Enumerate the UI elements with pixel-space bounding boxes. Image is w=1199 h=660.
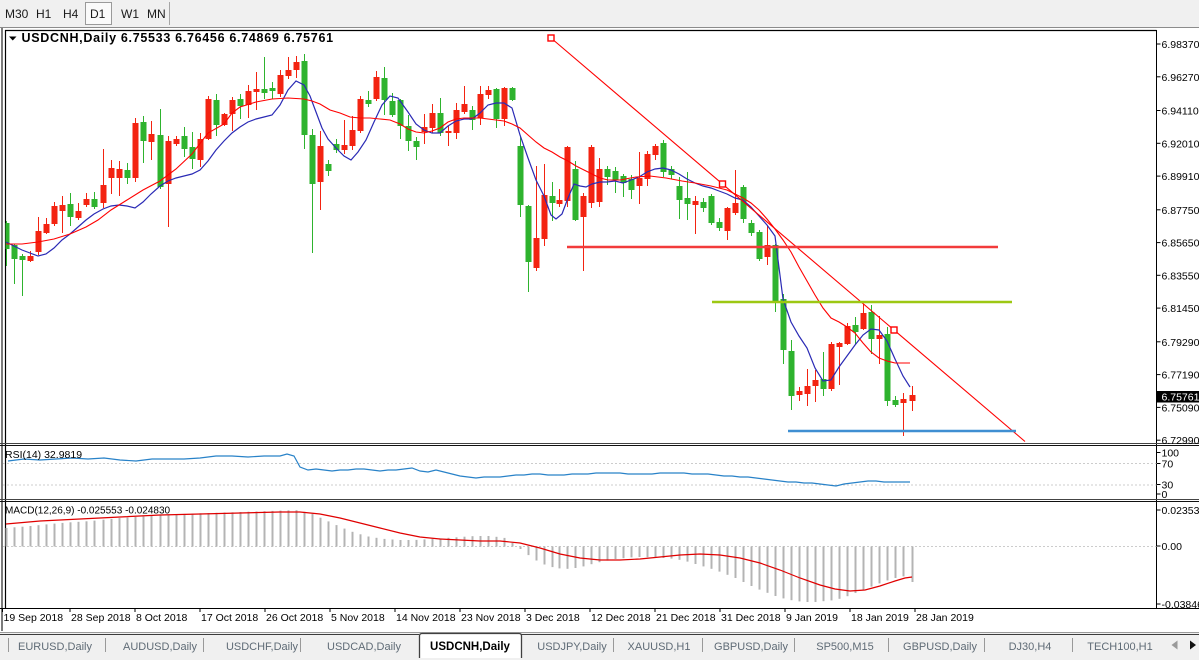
- svg-text:6.87750: 6.87750: [1162, 205, 1199, 217]
- svg-text:6.79290: 6.79290: [1162, 337, 1199, 349]
- svg-text:MACD(12,26,9) -0.025553 -0.024: MACD(12,26,9) -0.025553 -0.024830: [5, 506, 171, 517]
- svg-text:USDCAD,Daily: USDCAD,Daily: [327, 641, 401, 653]
- svg-text:26 Oct 2018: 26 Oct 2018: [266, 612, 323, 624]
- svg-text:6.83550: 6.83550: [1162, 270, 1199, 282]
- svg-text:28 Sep 2018: 28 Sep 2018: [71, 612, 131, 624]
- svg-text:23 Nov 2018: 23 Nov 2018: [461, 612, 521, 624]
- svg-text:USDCHF,Daily: USDCHF,Daily: [226, 641, 299, 653]
- svg-text:USDJPY,Daily: USDJPY,Daily: [537, 641, 607, 653]
- svg-text:21 Dec 2018: 21 Dec 2018: [656, 612, 716, 624]
- svg-text:30: 30: [1162, 480, 1174, 492]
- svg-text:W1: W1: [121, 7, 139, 21]
- svg-text:6.75761: 6.75761: [1162, 392, 1199, 404]
- svg-text:9 Jan 2019: 9 Jan 2019: [786, 612, 838, 624]
- svg-text:6.92010: 6.92010: [1162, 138, 1199, 150]
- svg-text:RSI(14) 32.9819: RSI(14) 32.9819: [5, 449, 82, 461]
- svg-text:28 Jan 2019: 28 Jan 2019: [916, 612, 974, 624]
- svg-text:70: 70: [1162, 459, 1174, 471]
- svg-text:USDCNH,Daily: USDCNH,Daily: [430, 641, 510, 653]
- svg-text:MN: MN: [147, 7, 166, 21]
- svg-text:SP500,M15: SP500,M15: [816, 641, 873, 653]
- svg-text:6.77190: 6.77190: [1162, 370, 1199, 382]
- svg-text:DJ30,H4: DJ30,H4: [1009, 641, 1052, 653]
- svg-text:USDCNH,Daily 6.75533 6.76456: USDCNH,Daily 6.75533 6.76456 6.74869 6.7…: [22, 31, 334, 45]
- svg-text:31 Dec 2018: 31 Dec 2018: [721, 612, 781, 624]
- svg-text:12 Dec 2018: 12 Dec 2018: [591, 612, 651, 624]
- svg-text:GBPUSD,Daily: GBPUSD,Daily: [714, 641, 788, 653]
- svg-text:3 Dec 2018: 3 Dec 2018: [526, 612, 580, 624]
- svg-text:0.00: 0.00: [1162, 541, 1183, 553]
- svg-text:XAUUSD,H1: XAUUSD,H1: [628, 641, 691, 653]
- svg-text:8 Oct 2018: 8 Oct 2018: [136, 612, 188, 624]
- svg-text:-0.038466: -0.038466: [1162, 599, 1199, 611]
- svg-text:18 Jan 2019: 18 Jan 2019: [851, 612, 909, 624]
- svg-text:6.72990: 6.72990: [1162, 435, 1199, 447]
- svg-text:6.89910: 6.89910: [1162, 171, 1199, 183]
- svg-text:H4: H4: [63, 7, 79, 21]
- svg-text:19 Sep 2018: 19 Sep 2018: [4, 612, 64, 624]
- svg-text:6.94110: 6.94110: [1162, 106, 1199, 118]
- svg-text:GBPUSD,Daily: GBPUSD,Daily: [903, 641, 977, 653]
- svg-text:5 Nov 2018: 5 Nov 2018: [331, 612, 385, 624]
- svg-text:M30: M30: [5, 7, 29, 21]
- svg-text:6.75090: 6.75090: [1162, 402, 1199, 414]
- svg-text:6.85650: 6.85650: [1162, 238, 1199, 250]
- svg-text:H1: H1: [36, 7, 52, 21]
- svg-text:0: 0: [1162, 489, 1168, 501]
- svg-text:AUDUSD,Daily: AUDUSD,Daily: [123, 641, 197, 653]
- svg-text:TECH100,H1: TECH100,H1: [1087, 641, 1152, 653]
- svg-text:14 Nov 2018: 14 Nov 2018: [396, 612, 456, 624]
- svg-text:100: 100: [1162, 448, 1180, 460]
- svg-text:D1: D1: [90, 7, 106, 21]
- svg-text:0.023534: 0.023534: [1162, 505, 1199, 517]
- svg-text:EURUSD,Daily: EURUSD,Daily: [18, 641, 92, 653]
- svg-text:6.96270: 6.96270: [1162, 72, 1199, 84]
- svg-text:6.81450: 6.81450: [1162, 303, 1199, 315]
- svg-text:6.98370: 6.98370: [1162, 39, 1199, 51]
- svg-text:17 Oct 2018: 17 Oct 2018: [201, 612, 258, 624]
